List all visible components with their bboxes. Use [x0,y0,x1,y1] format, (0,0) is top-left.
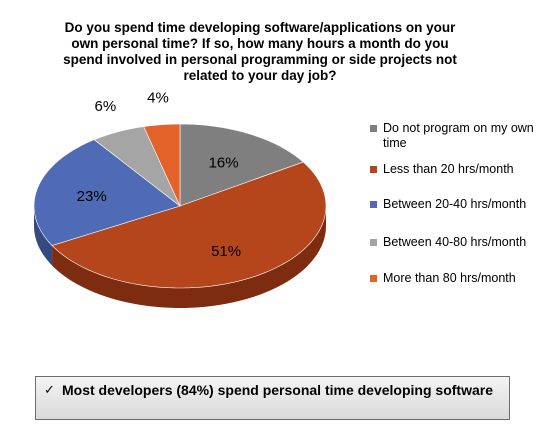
pie-side-less-than-20 [52,206,327,308]
legend-item-40-80: Between 40-80 hrs/month [370,235,550,271]
chart-title: Do you spend time developing software/ap… [63,20,457,83]
value-label-40-80: 6% [95,98,117,115]
legend-label: Between 20-40 hrs/month [383,197,527,211]
legend-label: Less than 20 hrs/month [383,162,514,176]
legend-item-more-than-80: More than 80 hrs/month [370,271,550,291]
legend-label: Between 40-80 hrs/month [383,235,527,249]
value-label-do-not-program: 16% [209,154,239,171]
legend-item-less-than-20: Less than 20 hrs/month [370,162,550,197]
callout-text: Most developers (84%) spend personal tim… [62,382,493,398]
pie-side-20-40 [34,206,53,266]
pie-slice-do-not-program [179,123,304,207]
pie-slices [33,123,327,289]
pie-sides [34,206,327,308]
pie-slice-less-than-20 [51,161,327,289]
pie-slice-20-40 [33,139,181,246]
value-label-more-than-80: 4% [147,89,169,106]
legend-swatch [370,275,377,282]
legend-item-20-40: Between 20-40 hrs/month [370,197,550,235]
value-label-less-than-20: 51% [211,243,241,260]
legend-swatch [370,166,377,173]
legend: Do not program on my own time Less than … [370,121,550,291]
legend-swatch [370,239,377,246]
legend-label: More than 80 hrs/month [383,271,516,285]
pie-chart: 16% 51% 23% 6% 4% [33,89,327,308]
pie-slice-40-80 [93,126,181,207]
summary-callout: ✓ Most developers (84%) spend personal t… [35,376,510,420]
legend-item-do-not-program: Do not program on my own time [370,121,550,162]
pie-value-labels: 16% 51% 23% 6% 4% [77,89,241,259]
checkmark-icon: ✓ [44,383,55,398]
value-label-20-40: 23% [77,188,107,205]
legend-label: Do not program on my own time [383,121,534,150]
legend-swatch [370,201,377,208]
pie-slice-more-than-80 [143,123,181,207]
legend-swatch [370,125,377,132]
